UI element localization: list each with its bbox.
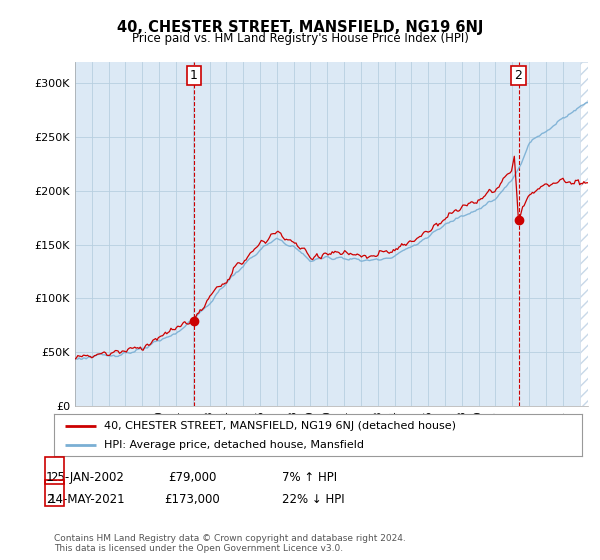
Text: 14-MAY-2021: 14-MAY-2021	[49, 493, 125, 506]
Text: 7% ↑ HPI: 7% ↑ HPI	[282, 470, 337, 484]
Text: Price paid vs. HM Land Registry's House Price Index (HPI): Price paid vs. HM Land Registry's House …	[131, 32, 469, 45]
Text: £79,000: £79,000	[168, 470, 216, 484]
Text: 40, CHESTER STREET, MANSFIELD, NG19 6NJ: 40, CHESTER STREET, MANSFIELD, NG19 6NJ	[117, 20, 483, 35]
Text: 2: 2	[46, 493, 54, 506]
Text: 2: 2	[515, 69, 523, 82]
Text: 1: 1	[46, 470, 54, 484]
Text: 1: 1	[190, 69, 198, 82]
Text: 25-JAN-2002: 25-JAN-2002	[50, 470, 124, 484]
Text: £173,000: £173,000	[164, 493, 220, 506]
Text: HPI: Average price, detached house, Mansfield: HPI: Average price, detached house, Mans…	[104, 440, 364, 450]
Bar	[580, 62, 590, 406]
Bar	[580, 62, 590, 406]
Text: 22% ↓ HPI: 22% ↓ HPI	[282, 493, 344, 506]
Text: 40, CHESTER STREET, MANSFIELD, NG19 6NJ (detached house): 40, CHESTER STREET, MANSFIELD, NG19 6NJ …	[104, 421, 456, 431]
Text: Contains HM Land Registry data © Crown copyright and database right 2024.
This d: Contains HM Land Registry data © Crown c…	[54, 534, 406, 553]
